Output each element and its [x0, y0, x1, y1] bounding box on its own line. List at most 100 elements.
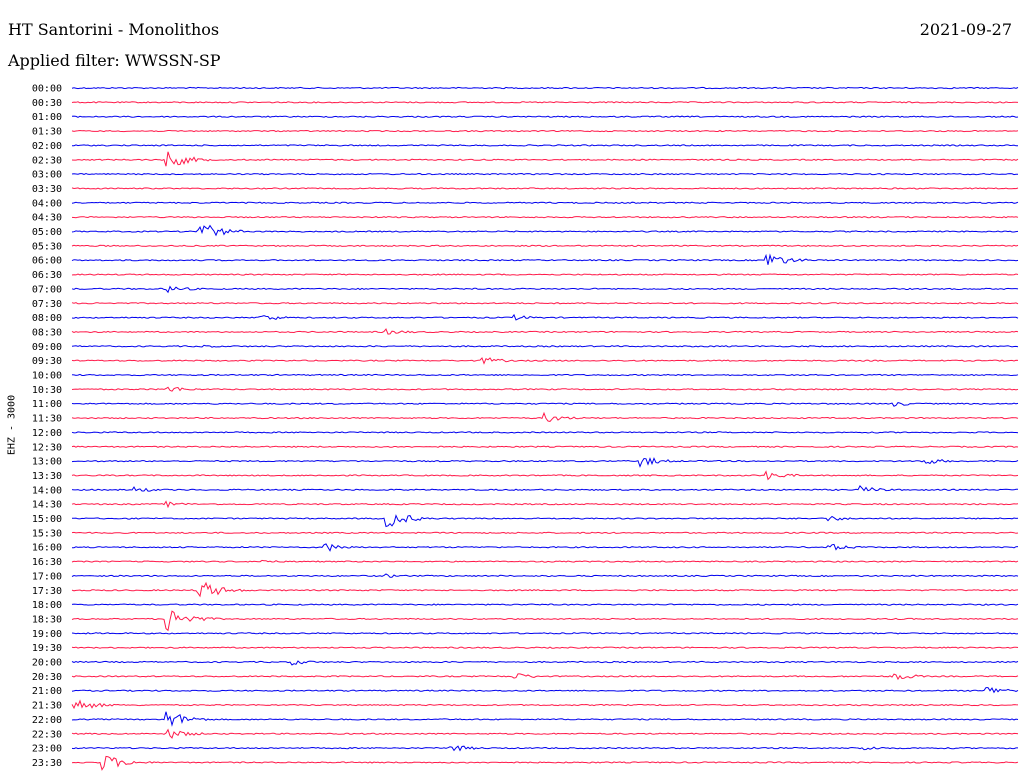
trace-line [71, 172, 1019, 176]
row-time-label: 15:30 [32, 528, 62, 539]
station-title: HT Santorini - Monolithos [8, 20, 220, 39]
row-time-label: 16:00 [32, 543, 62, 554]
row-time-label: 05:00 [32, 227, 62, 238]
row-time-label: 06:00 [32, 256, 62, 267]
row-time-label: 00:30 [32, 98, 62, 109]
trace-line [71, 632, 1019, 635]
row-time-label: 21:30 [32, 701, 62, 712]
trace-line [71, 357, 1019, 365]
row-time-label: 03:30 [32, 184, 62, 195]
trace-line [71, 581, 1019, 598]
trace-line [71, 313, 1019, 321]
trace-line [71, 253, 1019, 265]
trace-line [71, 531, 1019, 534]
row-time-label: 17:00 [32, 571, 62, 582]
trace-line [71, 603, 1019, 606]
row-time-label: 02:00 [32, 141, 62, 152]
trace-line [71, 115, 1019, 118]
row-time-label: 04:00 [32, 198, 62, 209]
trace-line [71, 673, 1019, 681]
trace-line [71, 373, 1019, 377]
row-time-label: 09:30 [32, 356, 62, 367]
row-time-label: 02:30 [32, 155, 62, 166]
row-time-label: 18:00 [32, 600, 62, 611]
row-time-label: 14:30 [32, 500, 62, 511]
row-time-label: 00:00 [32, 84, 62, 95]
row-time-label: 13:30 [32, 471, 62, 482]
row-time-label: 04:30 [32, 213, 62, 224]
trace-line [71, 224, 1019, 237]
row-time-label: 07:00 [32, 284, 62, 295]
trace-line [71, 386, 1019, 392]
trace-line [71, 187, 1019, 190]
trace-line [71, 573, 1019, 578]
row-time-label: 08:00 [32, 313, 62, 324]
filter-label: Applied filter: WWSSN-SP [8, 51, 221, 70]
trace-line [71, 285, 1019, 294]
trace-line [71, 201, 1019, 204]
row-time-label: 19:00 [32, 629, 62, 640]
row-time-label: 20:00 [32, 658, 62, 669]
row-time-label: 10:00 [32, 371, 62, 382]
trace-line [71, 610, 1019, 632]
trace-line [71, 699, 1019, 710]
trace-line [71, 101, 1019, 104]
trace-line [71, 144, 1019, 147]
trace-line [72, 543, 1019, 552]
row-time-label: 20:30 [32, 672, 62, 683]
trace-line [71, 470, 1019, 481]
trace-line [71, 411, 1019, 422]
row-time-label: 08:30 [32, 327, 62, 338]
trace-line [71, 500, 1019, 509]
trace-line [71, 431, 1019, 434]
row-time-label: 11:30 [32, 414, 62, 425]
row-time-label: 03:00 [32, 170, 62, 181]
row-time-label: 21:00 [32, 686, 62, 697]
trace-line [71, 745, 1018, 752]
trace-line [71, 728, 1019, 739]
record-date: 2021-09-27 [919, 20, 1012, 39]
row-time-label: 09:00 [32, 342, 62, 353]
row-time-label: 01:00 [32, 112, 62, 123]
row-time-label: 12:30 [32, 442, 62, 453]
trace-line [71, 244, 1019, 247]
row-time-label: 14:00 [32, 485, 62, 496]
trace-line [71, 711, 1019, 727]
trace-line [71, 86, 1019, 90]
row-time-label: 12:00 [32, 428, 62, 439]
trace-line [71, 457, 1019, 468]
trace-line [71, 328, 1019, 335]
trace-line [71, 660, 1019, 666]
row-time-label: 06:30 [32, 270, 62, 281]
row-time-label: 01:30 [32, 127, 62, 138]
trace-line [71, 445, 1019, 448]
trace-line [71, 646, 1019, 649]
row-time-label: 13:00 [32, 457, 62, 468]
row-time-label: 18:30 [32, 614, 62, 625]
row-time-label: 19:30 [32, 643, 62, 654]
row-time-label: 17:30 [32, 586, 62, 597]
trace-line [71, 129, 1019, 133]
trace-line [71, 402, 1019, 407]
trace-line [71, 559, 1019, 563]
trace-line [71, 344, 1019, 348]
row-time-label: 23:00 [32, 744, 62, 755]
row-time-label: 07:30 [32, 299, 62, 310]
trace-line [71, 151, 1019, 167]
row-time-label: 05:30 [32, 241, 62, 252]
row-time-label: 10:30 [32, 385, 62, 396]
trace-line [71, 687, 1019, 694]
trace-line [71, 216, 1019, 219]
trace-line [71, 302, 1019, 305]
row-time-label: 11:00 [32, 399, 62, 410]
trace-line [71, 755, 1019, 771]
row-time-label: 22:30 [32, 729, 62, 740]
row-time-label: 23:30 [32, 758, 62, 769]
row-time-label: 16:30 [32, 557, 62, 568]
trace-line [72, 514, 1019, 528]
trace-line [71, 485, 1018, 492]
row-time-label: 15:00 [32, 514, 62, 525]
trace-line [71, 273, 1019, 276]
row-time-label: 22:00 [32, 715, 62, 726]
